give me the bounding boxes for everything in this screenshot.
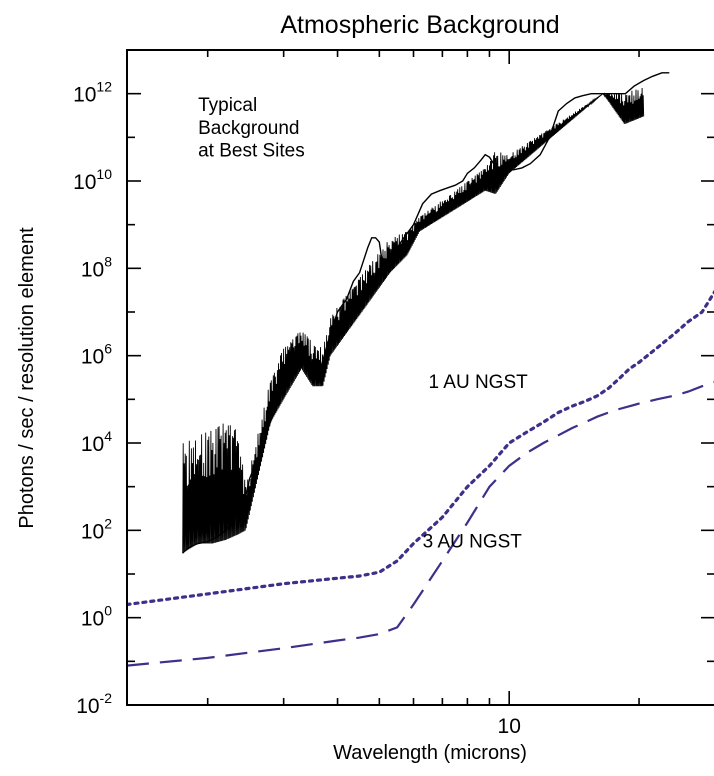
annotation: Background [198,118,299,139]
series-typical-background-at-best-sites [182,72,670,554]
annotation: 1 AU NGST [428,372,528,393]
y-tick-label: 100 [81,603,112,631]
y-axis-label: Photons / sec / resolution element [16,227,38,529]
annotation: Typical [198,95,257,116]
series-3-au-ngst [127,381,714,667]
plot-frame [126,49,714,706]
series-line [182,72,670,554]
annotation: at Best Sites [198,141,305,162]
y-tick-label: 106 [81,341,112,369]
y-tick-label: 10-2 [76,690,112,718]
series-noise [182,87,645,554]
series-layer [127,72,714,667]
series-1-au-ngst [127,289,714,607]
y-tick-label: 1012 [73,79,112,107]
series-line [127,381,714,667]
y-tick-label: 104 [81,428,112,456]
chart-title: Atmospheric Background [280,11,559,39]
axis-ticks: 10-2 100 102 104 106 108 1010 1012 10 [73,49,714,738]
annotation: 3 AU NGST [423,532,523,553]
x-tick-label: 10 [498,715,521,738]
y-tick-label: 102 [81,515,112,543]
series-line [127,289,714,607]
y-tick-label: 108 [81,253,112,281]
x-axis-label: Wavelength (microns) [333,742,527,764]
y-tick-label: 1010 [73,166,112,194]
